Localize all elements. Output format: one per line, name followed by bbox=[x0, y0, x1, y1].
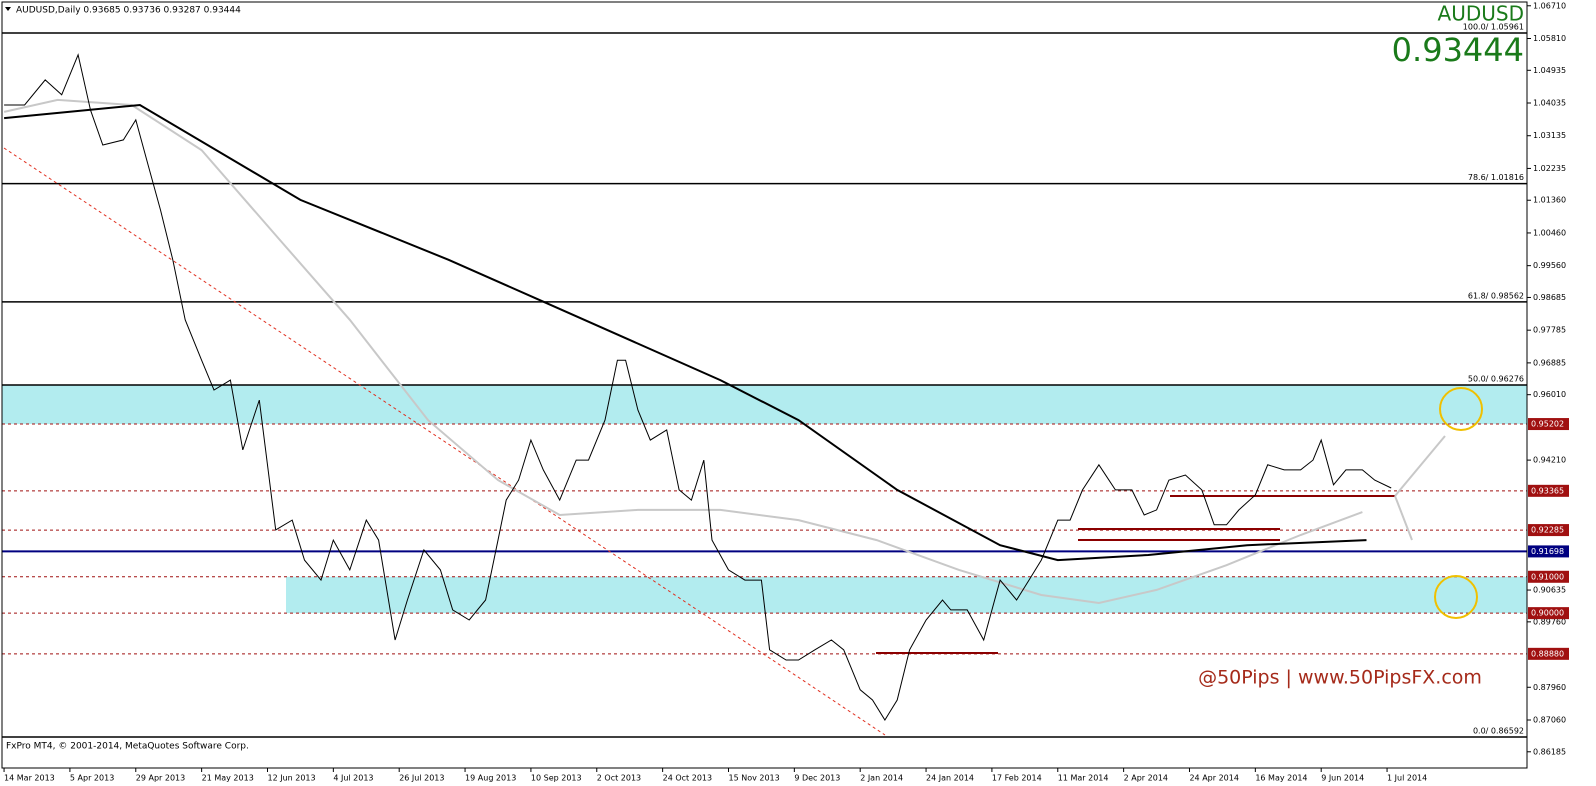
fib-label: 50.0/ 0.96276 bbox=[1468, 375, 1524, 384]
zone bbox=[2, 385, 1527, 425]
fib-label: 61.8/ 0.98562 bbox=[1468, 291, 1524, 300]
level-label: 0.90000 bbox=[1531, 609, 1564, 618]
x-tick-label: 9 Jun 2014 bbox=[1321, 774, 1364, 783]
chart-title: AUDUSD,Daily 0.93685 0.93736 0.93287 0.9… bbox=[16, 6, 241, 16]
last-price: 0.93444 bbox=[1392, 31, 1524, 69]
highlight-circle bbox=[1439, 387, 1483, 431]
y-tick-label: 0.90635 bbox=[1533, 586, 1566, 595]
x-tick-label: 2 Oct 2013 bbox=[597, 774, 641, 783]
x-tick-label: 24 Jan 2014 bbox=[926, 774, 974, 783]
x-tick-label: 10 Sep 2013 bbox=[531, 774, 582, 783]
x-tick-label: 12 Jun 2013 bbox=[267, 774, 315, 783]
plot-frame bbox=[1, 1, 1528, 769]
price-line bbox=[3, 98, 1363, 605]
projection-line bbox=[1394, 435, 1446, 497]
level-badge bbox=[1528, 524, 1569, 537]
y-tick-label: 0.96010 bbox=[1533, 390, 1566, 399]
fib-label: 100.0/ 1.05961 bbox=[1463, 23, 1524, 32]
zone bbox=[286, 576, 1528, 614]
projection-line bbox=[1394, 495, 1413, 541]
x-tick-label: 2 Apr 2014 bbox=[1124, 774, 1168, 783]
level-badge bbox=[1528, 418, 1569, 431]
level-label: 0.92285 bbox=[1531, 526, 1564, 535]
y-tick-label: 0.86185 bbox=[1533, 747, 1566, 756]
x-tick-label: 2 Jan 2014 bbox=[860, 774, 903, 783]
x-tick-label: 24 Oct 2013 bbox=[663, 774, 712, 783]
x-tick-label: 4 Jul 2013 bbox=[333, 774, 373, 783]
level-badge bbox=[1528, 570, 1569, 583]
fib-label: 0.0/ 0.86592 bbox=[1473, 726, 1524, 735]
x-tick-label: 29 Apr 2013 bbox=[136, 774, 185, 783]
y-tick-label: 1.02235 bbox=[1533, 164, 1566, 173]
y-tick-label: 1.03135 bbox=[1533, 131, 1566, 140]
footer: FxPro MT4, © 2001-2014, MetaQuotes Softw… bbox=[6, 742, 249, 752]
x-tick-label: 19 Aug 2013 bbox=[465, 774, 516, 783]
y-tick-label: 0.87960 bbox=[1533, 683, 1566, 692]
y-tick-label: 0.96885 bbox=[1533, 358, 1566, 367]
x-tick-label: 15 Nov 2013 bbox=[728, 774, 779, 783]
y-tick-label: 1.06710 bbox=[1533, 1, 1566, 10]
x-tick-label: 14 Mar 2013 bbox=[4, 774, 55, 783]
level-label: 0.95202 bbox=[1531, 420, 1564, 429]
x-tick-label: 5 Apr 2013 bbox=[70, 774, 114, 783]
fib-label: 78.6/ 1.01816 bbox=[1468, 173, 1524, 182]
watermark: @50Pips | www.50PipsFX.com bbox=[1198, 667, 1482, 689]
y-tick-label: 1.04935 bbox=[1533, 66, 1566, 75]
x-tick-label: 21 May 2013 bbox=[202, 774, 254, 783]
menu-triangle bbox=[5, 7, 11, 11]
x-tick-label: 24 Apr 2014 bbox=[1189, 774, 1238, 783]
x-tick-label: 11 Mar 2014 bbox=[1058, 774, 1109, 783]
level-label: 0.91000 bbox=[1531, 572, 1564, 581]
y-tick-label: 1.05810 bbox=[1533, 34, 1566, 43]
x-tick-label: 9 Dec 2013 bbox=[794, 774, 840, 783]
x-tick-label: 1 Jul 2014 bbox=[1387, 774, 1427, 783]
x-tick-label: 16 May 2014 bbox=[1255, 774, 1307, 783]
y-tick-label: 1.00460 bbox=[1533, 228, 1566, 237]
x-tick-label: 26 Jul 2013 bbox=[399, 774, 444, 783]
level-badge bbox=[1528, 545, 1569, 558]
y-tick-label: 0.94210 bbox=[1533, 456, 1566, 465]
x-tick-label: 17 Feb 2014 bbox=[992, 774, 1042, 783]
level-badge bbox=[1528, 647, 1569, 660]
highlight-circle bbox=[1434, 575, 1478, 619]
price-line bbox=[4, 103, 1367, 562]
y-tick-label: 0.89760 bbox=[1533, 617, 1566, 626]
level-badge bbox=[1528, 484, 1569, 497]
level-label: 0.93365 bbox=[1531, 486, 1564, 495]
y-tick-label: 0.87060 bbox=[1533, 715, 1566, 724]
y-tick-label: 1.04035 bbox=[1533, 99, 1566, 108]
y-tick-label: 0.98685 bbox=[1533, 293, 1566, 302]
level-label: 0.91698 bbox=[1531, 547, 1564, 556]
trend-line bbox=[3, 147, 886, 736]
y-tick-label: 1.01360 bbox=[1533, 196, 1566, 205]
level-label: 0.88880 bbox=[1531, 649, 1564, 658]
price-line bbox=[4, 53, 1392, 721]
symbol: AUDUSD bbox=[1438, 2, 1524, 26]
y-tick-label: 0.97785 bbox=[1533, 326, 1566, 335]
back-layer bbox=[2, 32, 1528, 738]
level-badge bbox=[1528, 607, 1569, 620]
y-tick-label: 0.99560 bbox=[1533, 261, 1566, 270]
